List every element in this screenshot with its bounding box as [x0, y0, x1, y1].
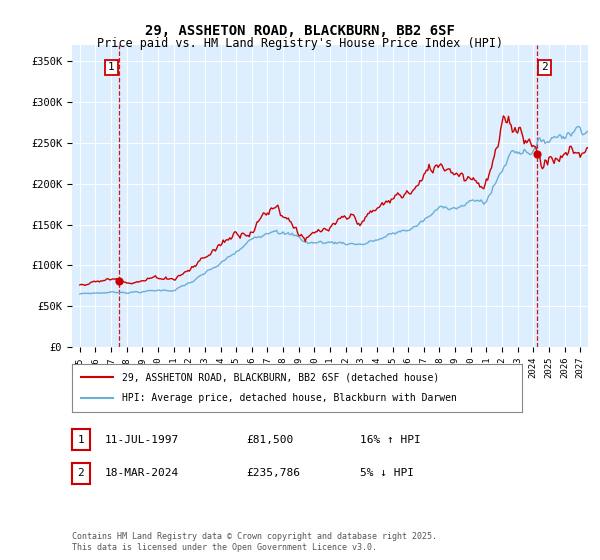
Point [115, 276, 124, 285]
Text: 11-JUL-1997: 11-JUL-1997 [105, 435, 179, 445]
Text: 1: 1 [77, 435, 85, 445]
Text: 18-MAR-2024: 18-MAR-2024 [105, 468, 179, 478]
Text: £235,786: £235,786 [246, 468, 300, 478]
Text: 29, ASSHETON ROAD, BLACKBURN, BB2 6SF (detached house): 29, ASSHETON ROAD, BLACKBURN, BB2 6SF (d… [121, 372, 439, 382]
Text: 16% ↑ HPI: 16% ↑ HPI [360, 435, 421, 445]
Text: 29, ASSHETON ROAD, BLACKBURN, BB2 6SF: 29, ASSHETON ROAD, BLACKBURN, BB2 6SF [145, 24, 455, 38]
Text: 2: 2 [77, 468, 85, 478]
Text: £81,500: £81,500 [246, 435, 293, 445]
Text: HPI: Average price, detached house, Blackburn with Darwen: HPI: Average price, detached house, Blac… [121, 393, 457, 403]
Text: 1: 1 [108, 63, 115, 72]
Text: 2: 2 [541, 63, 548, 72]
Text: Contains HM Land Registry data © Crown copyright and database right 2025.
This d: Contains HM Land Registry data © Crown c… [72, 532, 437, 552]
Point [532, 150, 541, 159]
Text: 5% ↓ HPI: 5% ↓ HPI [360, 468, 414, 478]
Text: Price paid vs. HM Land Registry's House Price Index (HPI): Price paid vs. HM Land Registry's House … [97, 37, 503, 50]
